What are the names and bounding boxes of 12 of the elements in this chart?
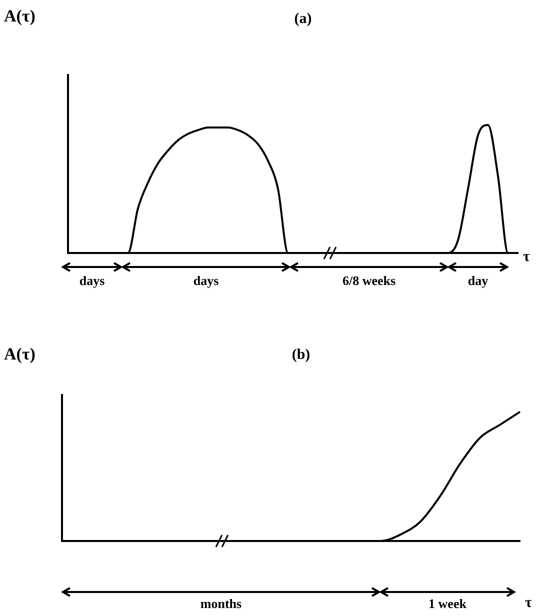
- text: months: [200, 596, 242, 612]
- text: days: [193, 273, 219, 289]
- chart-title: (b): [292, 346, 310, 363]
- text: days: [79, 273, 105, 289]
- y-axis-title: A(τ): [4, 344, 36, 364]
- chart-title: (a): [294, 10, 312, 27]
- y-axis-title: A(τ): [4, 6, 36, 26]
- x-axis-title: τ: [525, 594, 532, 611]
- x-axis-title: τ: [523, 248, 530, 265]
- text: day: [468, 273, 488, 289]
- text: 1 week: [428, 596, 466, 612]
- text: 6/8 weeks: [342, 273, 396, 289]
